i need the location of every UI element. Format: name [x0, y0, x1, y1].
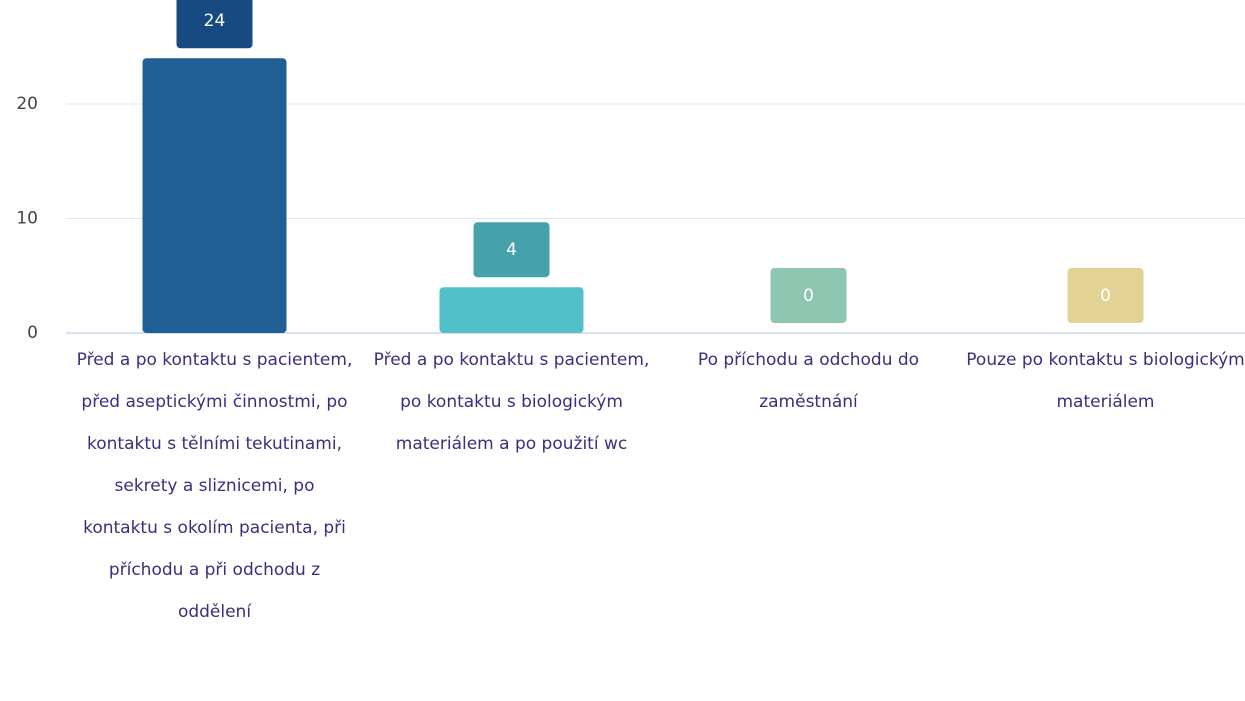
value-label-box	[473, 222, 550, 278]
value-label: 4	[506, 240, 517, 260]
bar	[439, 287, 584, 333]
bar	[142, 58, 287, 333]
value-label-box	[770, 268, 847, 323]
value-label-box	[176, 0, 253, 49]
value-label: 0	[803, 286, 814, 306]
y-tick-label: 0	[27, 323, 38, 343]
value-label: 0	[1100, 286, 1111, 306]
x-tick-label: Před a po kontaktu s pacientem, po konta…	[373, 350, 650, 454]
x-tick-label: Pouze po kontaktu s biologickým materiál…	[966, 350, 1245, 412]
y-tick-label: 10	[16, 209, 38, 229]
value-label: 24	[204, 11, 226, 31]
x-tick-label: Před a po kontaktu s pacientem, před ase…	[76, 350, 353, 622]
x-tick-label: Po příchodu a odchodu do zaměstnání	[697, 350, 920, 412]
value-label-box	[1067, 268, 1144, 323]
y-tick-label: 20	[16, 94, 38, 114]
